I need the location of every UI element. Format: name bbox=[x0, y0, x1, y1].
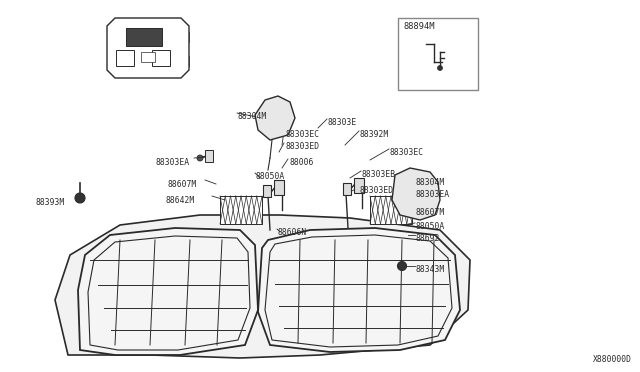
Text: 88607M: 88607M bbox=[168, 180, 197, 189]
Polygon shape bbox=[78, 228, 258, 355]
Bar bbox=[107, 56, 115, 66]
Text: 88894M: 88894M bbox=[403, 22, 435, 31]
Text: 88303EB: 88303EB bbox=[362, 170, 396, 179]
Bar bbox=[343, 183, 351, 195]
Text: 88303EC: 88303EC bbox=[390, 148, 424, 157]
Circle shape bbox=[75, 193, 85, 203]
Text: 88304M: 88304M bbox=[416, 178, 445, 187]
Text: 88303E: 88303E bbox=[328, 118, 357, 127]
Text: 88343M: 88343M bbox=[416, 265, 445, 274]
Text: 88304M: 88304M bbox=[238, 112, 268, 121]
Text: 88393M: 88393M bbox=[36, 198, 65, 207]
Circle shape bbox=[397, 262, 406, 270]
Polygon shape bbox=[107, 18, 189, 78]
Polygon shape bbox=[152, 50, 170, 66]
Text: 88642M: 88642M bbox=[165, 196, 195, 205]
Bar bbox=[205, 150, 213, 162]
Text: 88303EA: 88303EA bbox=[416, 190, 450, 199]
Bar bbox=[181, 32, 189, 42]
Bar bbox=[370, 196, 412, 224]
Text: X880000D: X880000D bbox=[593, 355, 632, 364]
Circle shape bbox=[197, 155, 203, 161]
Circle shape bbox=[438, 65, 442, 71]
Bar bbox=[263, 185, 271, 197]
Text: 88303EC: 88303EC bbox=[285, 130, 319, 139]
Text: 88303ED: 88303ED bbox=[285, 142, 319, 151]
Text: 88606N: 88606N bbox=[278, 228, 307, 237]
Polygon shape bbox=[116, 50, 134, 66]
Text: 88050A: 88050A bbox=[416, 222, 445, 231]
Text: 88303ED: 88303ED bbox=[360, 186, 394, 195]
Text: 88006: 88006 bbox=[289, 158, 314, 167]
Text: 88303EA: 88303EA bbox=[155, 158, 189, 167]
Text: 88607M: 88607M bbox=[416, 208, 445, 217]
Bar bbox=[181, 56, 189, 66]
Bar bbox=[398, 18, 478, 90]
Polygon shape bbox=[255, 96, 295, 140]
Polygon shape bbox=[126, 28, 162, 46]
Bar bbox=[107, 32, 115, 42]
Polygon shape bbox=[258, 228, 460, 352]
Bar bbox=[354, 178, 364, 193]
Text: 88050A: 88050A bbox=[256, 172, 285, 181]
Text: 88392M: 88392M bbox=[360, 130, 389, 139]
Text: 88692: 88692 bbox=[416, 234, 440, 243]
Bar bbox=[274, 180, 284, 195]
Polygon shape bbox=[141, 52, 155, 62]
Polygon shape bbox=[392, 168, 440, 220]
Bar bbox=[220, 196, 262, 224]
Polygon shape bbox=[55, 215, 470, 358]
